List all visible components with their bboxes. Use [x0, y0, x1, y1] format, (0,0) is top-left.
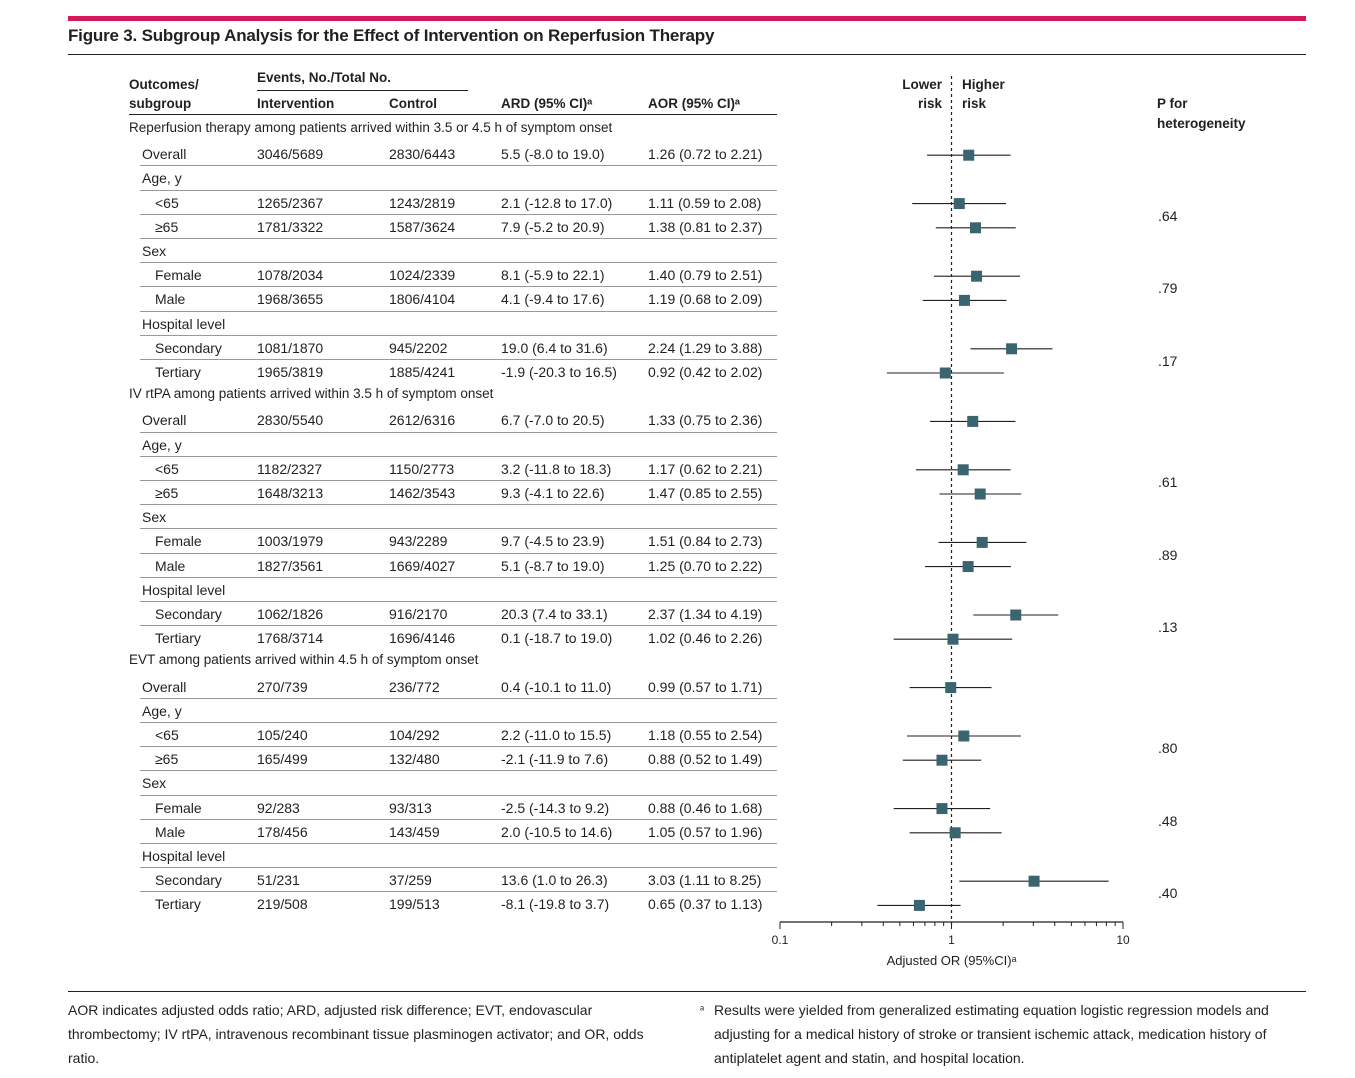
or-marker — [914, 900, 925, 911]
or-marker — [959, 295, 970, 306]
forest-plot: 0.1 1 10 Adjusted OR (95%CI)ᵃ — [0, 0, 1355, 1078]
or-marker — [967, 416, 978, 427]
or-marker — [936, 755, 947, 766]
or-marker — [963, 150, 974, 161]
footer-rule — [68, 991, 1306, 992]
or-marker — [1010, 610, 1021, 621]
or-marker — [970, 222, 981, 233]
or-marker — [954, 198, 965, 209]
or-marker — [971, 271, 982, 282]
or-marker — [977, 537, 988, 548]
or-marker — [963, 561, 974, 572]
x-axis-label: Adjusted OR (95%CI)ᵃ — [887, 953, 1017, 968]
or-marker — [950, 827, 961, 838]
footnote-marker: ᵃ — [700, 998, 704, 1022]
or-marker — [1006, 343, 1017, 354]
or-marker — [958, 464, 969, 475]
or-marker — [947, 634, 958, 645]
footnote-methods: Results were yielded from generalized es… — [714, 998, 1304, 1070]
or-marker — [1029, 876, 1040, 887]
or-marker — [975, 489, 986, 500]
x-tick-label: 1 — [948, 933, 955, 947]
or-marker — [940, 368, 951, 379]
x-tick-label: 0.1 — [772, 933, 789, 947]
or-marker — [958, 731, 969, 742]
or-marker — [945, 682, 956, 693]
footnote-abbreviations: AOR indicates adjusted odds ratio; ARD, … — [68, 998, 678, 1070]
or-marker — [936, 803, 947, 814]
x-tick-label: 10 — [1116, 933, 1130, 947]
